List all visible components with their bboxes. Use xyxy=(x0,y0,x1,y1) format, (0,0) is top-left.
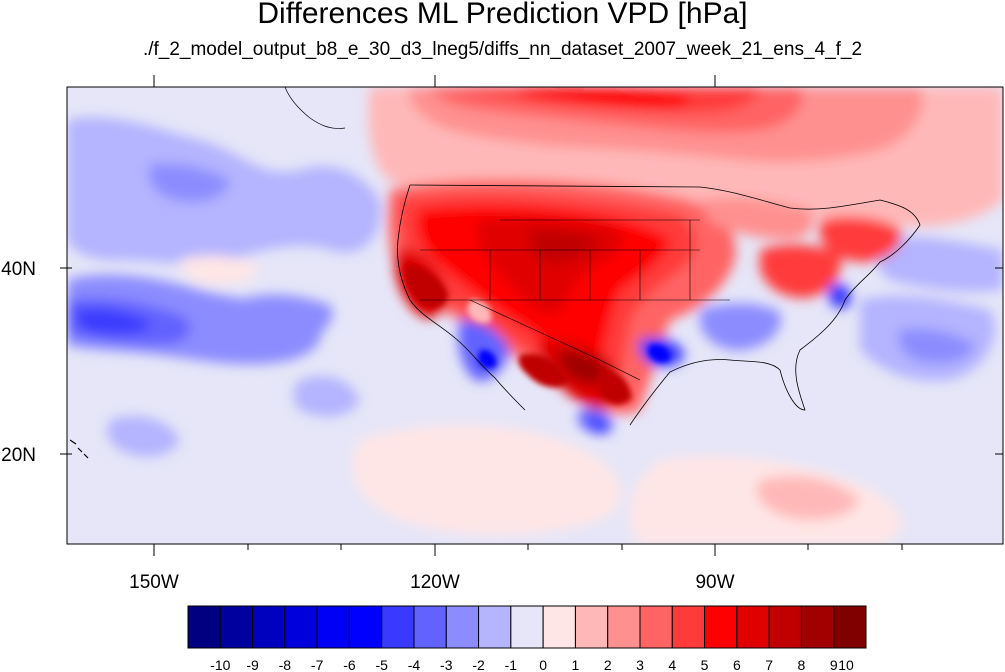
colorbar-label: -9 xyxy=(246,657,259,672)
map-title: Differences ML Prediction VPD [hPa] xyxy=(257,0,748,30)
colorbar-swatch xyxy=(607,605,641,649)
colorbar-swatch xyxy=(542,605,576,649)
colorbar-label: 6 xyxy=(733,657,741,672)
colorbar-label: 2 xyxy=(604,657,612,672)
colorbar-swatch xyxy=(252,605,286,649)
colorbar-label: 3 xyxy=(636,657,644,672)
lon-label-120w: 120W xyxy=(410,572,460,593)
lat-label-40n: 40N xyxy=(1,259,36,280)
colorbar-label: -2 xyxy=(472,657,485,672)
colorbar-swatch xyxy=(671,605,706,649)
colorbar-swatch xyxy=(510,605,544,649)
alaska-coastline xyxy=(284,87,346,129)
colorbar-label: 1 xyxy=(572,657,580,672)
colorbar-label: -1 xyxy=(505,657,518,672)
colorbar-swatch xyxy=(219,605,254,649)
colorbar-swatch xyxy=(574,605,609,649)
colorbar-swatch xyxy=(478,605,512,649)
lon-label-150w: 150W xyxy=(129,572,179,593)
colorbar-label: 5 xyxy=(701,657,709,672)
colorbar-label: -8 xyxy=(279,657,292,672)
colorbar-label: 0 xyxy=(539,657,547,672)
colorbar-label: 4 xyxy=(668,657,676,672)
hawaii-islands xyxy=(69,439,89,459)
boundaries xyxy=(69,87,921,459)
axis-ticks xyxy=(60,75,1003,556)
colorbar-swatch xyxy=(316,605,350,649)
colorbar-label: 8 xyxy=(798,657,806,672)
colorbar-swatch xyxy=(284,605,318,649)
colorbar-swatch xyxy=(833,605,867,649)
colorbar-label: -4 xyxy=(408,657,421,672)
colorbar-label: 9 xyxy=(830,657,838,672)
colorbar-swatch xyxy=(381,605,415,649)
colorbar: -10 -9 -8 -7 -6 -5 -4 -3 -2 -1 0 1 2 3 4 5 6 7 8 9 10 xyxy=(187,605,867,672)
colorbar-label: 10 xyxy=(838,657,854,672)
colorbar-swatch xyxy=(187,605,221,649)
map-frame-border xyxy=(66,86,1004,545)
difference-field xyxy=(67,87,1003,544)
west-coastline xyxy=(397,184,526,411)
colorbar-label: -7 xyxy=(311,657,324,672)
colorbar-swatch xyxy=(800,605,835,649)
colorbar-swatch xyxy=(445,605,480,649)
east-coastline xyxy=(409,184,921,426)
map-subtitle: ./f_2_model_output_b8_e_30_d3_lneg5/diff… xyxy=(142,39,863,60)
lat-label-20n: 20N xyxy=(1,445,36,466)
colorbar-label: -3 xyxy=(440,657,453,672)
lon-label-90w: 90W xyxy=(695,572,734,593)
colorbar-swatch xyxy=(736,605,770,649)
colorbar-swatch xyxy=(768,605,802,649)
colorbar-swatch xyxy=(348,605,383,649)
colorbar-label: -6 xyxy=(343,657,356,672)
colorbar-swatch xyxy=(704,605,738,649)
colorbar-label: -10 xyxy=(210,657,230,672)
colorbar-label: 7 xyxy=(765,657,773,672)
colorbar-swatch xyxy=(639,605,673,649)
colorbar-label: -5 xyxy=(375,657,388,672)
plot-area xyxy=(67,87,1003,544)
difference-field-detail xyxy=(404,264,671,405)
colorbar-swatch xyxy=(413,605,447,649)
